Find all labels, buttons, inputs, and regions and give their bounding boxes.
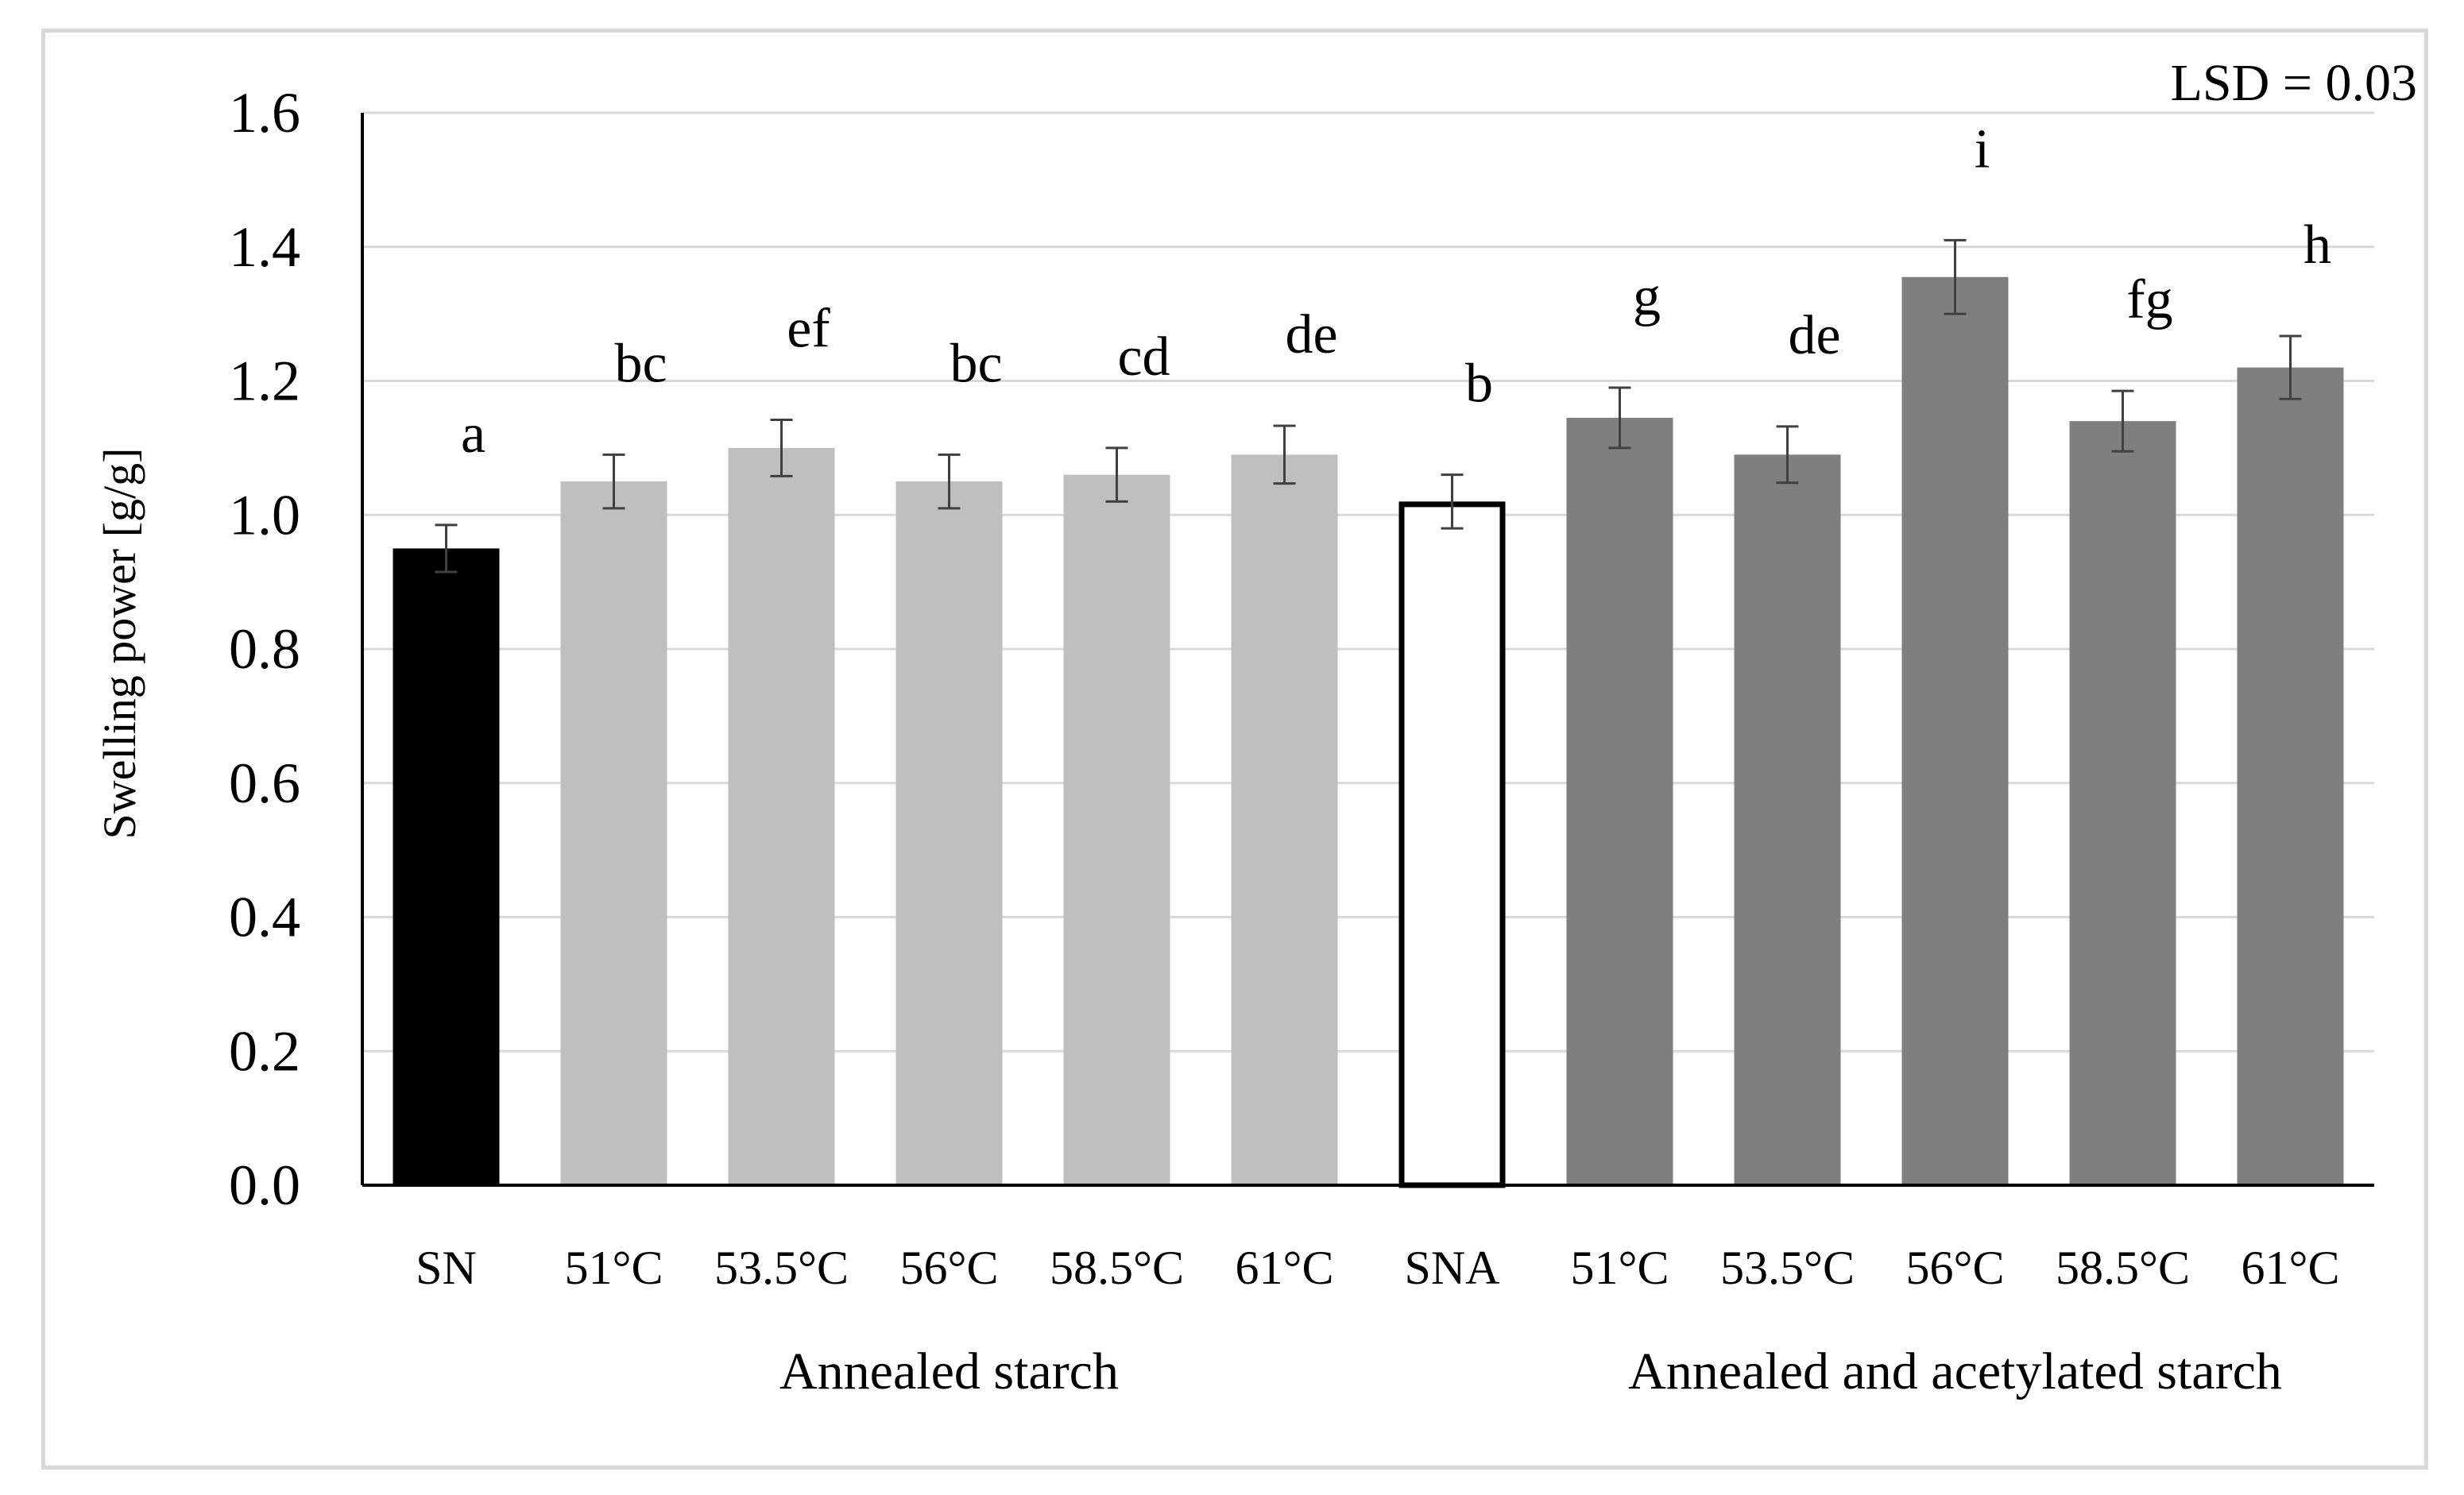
y-tick-label: 0.6 (229, 751, 300, 815)
error-bar (1105, 446, 1128, 503)
bar (1063, 474, 1170, 1185)
y-tick-label: 1.0 (229, 483, 300, 547)
error-bar (1944, 238, 1967, 315)
bars (393, 276, 2344, 1188)
bar (1734, 454, 1841, 1185)
y-axis-title: Swelling power [g/g] (94, 448, 145, 840)
x-tick-label: 56°C (899, 1242, 998, 1294)
x-tick-label: 51°C (1570, 1242, 1669, 1294)
significance-letter: ef (787, 298, 830, 359)
error-bar (1273, 424, 1296, 485)
x-tick-label: 56°C (1905, 1242, 2004, 1294)
y-tick-label: 1.6 (229, 81, 300, 145)
significance-letter: cd (1117, 326, 1170, 388)
significance-letter: de (1788, 305, 1840, 366)
group-label: Annealed starch (779, 1342, 1119, 1400)
lsd-annotation: LSD = 0.03 (2171, 54, 2417, 112)
y-tick-label: 1.4 (229, 215, 300, 279)
group-labels: Annealed starch Annealed and acetylated s… (779, 1342, 2282, 1400)
x-tick-label: 58.5°C (2056, 1242, 2190, 1294)
error-bar (1608, 386, 1631, 450)
significance-letter: i (1975, 118, 1990, 180)
error-bar (938, 453, 961, 510)
bar (895, 481, 1003, 1185)
x-tick-label: SN (416, 1242, 477, 1294)
error-bars (435, 238, 2302, 574)
gridlines (362, 111, 2374, 1053)
y-tick-label: 0.8 (229, 617, 300, 681)
x-tick-label: 53.5°C (714, 1242, 849, 1294)
error-bar (1776, 425, 1799, 485)
bar (2237, 367, 2344, 1185)
bar (1398, 501, 1506, 1188)
x-tick-label: 51°C (564, 1242, 663, 1294)
error-bar (2279, 334, 2302, 400)
bar (560, 481, 667, 1185)
significance-letter: h (2303, 214, 2331, 276)
x-tick-label: SNA (1404, 1242, 1499, 1294)
x-tick-label: 58.5°C (1050, 1242, 1184, 1294)
y-tick-label: 1.2 (229, 350, 300, 413)
significance-letter: a (461, 404, 485, 465)
axes (361, 113, 2374, 1187)
y-tick-label: 0.0 (229, 1153, 300, 1217)
significance-letter: fg (2126, 269, 2172, 330)
x-tick-label: 61°C (1235, 1242, 1333, 1294)
significance-letter: bc (950, 333, 1002, 394)
significance-letter: b (1465, 353, 1493, 415)
error-bar (602, 453, 625, 510)
y-tick-label: 0.2 (229, 1019, 300, 1083)
x-tick-label: 61°C (2241, 1242, 2339, 1294)
bar (1901, 276, 2009, 1185)
y-tick-labels: 0.0 0.2 0.4 0.6 0.8 1.0 1.2 1.4 1.6 (229, 81, 300, 1217)
error-bar (2111, 389, 2134, 453)
significance-letter: de (1285, 304, 1337, 365)
error-bar (435, 523, 458, 574)
x-tick-label: 53.5°C (1720, 1242, 1855, 1294)
bar (2069, 421, 2176, 1185)
bar (1231, 454, 1338, 1185)
significance-letters: a bc ef bc cd de b g de i fg h (461, 118, 2331, 465)
bar (393, 548, 500, 1185)
x-tick-labels: SN 51°C 53.5°C 56°C 58.5°C 61°C SNA 51°C 53.5°C 5… (416, 1242, 2339, 1294)
error-bar (770, 418, 793, 477)
significance-letter: bc (614, 333, 667, 394)
bar (1566, 417, 1673, 1185)
y-tick-label: 0.4 (229, 886, 300, 949)
error-bar (1441, 473, 1464, 530)
bar (728, 447, 835, 1185)
significance-letter: g (1633, 266, 1661, 327)
group-label: Annealed and acetylated starch (1628, 1342, 2282, 1400)
